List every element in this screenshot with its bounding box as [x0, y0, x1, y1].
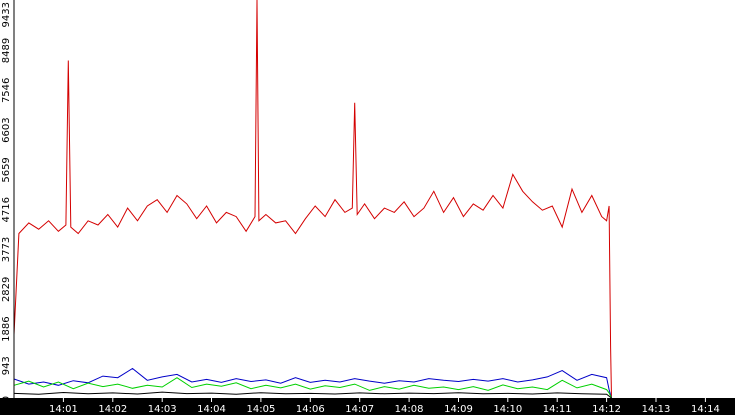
series-line-2 — [13, 367, 612, 399]
series-layer — [13, 0, 612, 399]
series-line-3 — [13, 377, 612, 399]
x-tick-label: 14:09 — [444, 404, 473, 415]
y-tick-label: 7546 — [1, 78, 12, 103]
y-tick-label: 0 — [1, 396, 12, 402]
y-tick-label: 5659 — [1, 157, 12, 182]
x-tick-label: 14:05 — [246, 404, 275, 415]
x-tick-label: 14:14 — [691, 404, 720, 415]
series-line-1 — [13, 0, 612, 399]
x-tick-label: 14:03 — [148, 404, 177, 415]
x-tick-label: 14:06 — [296, 404, 325, 415]
x-tick-label: 14:11 — [543, 404, 572, 415]
y-tick-label: 2829 — [1, 277, 12, 302]
y-tick-label: 4716 — [1, 197, 12, 222]
axis-layer: 0 943 1886 2829 3773 4716 5659 6603 7546 8489 9433… — [1, 0, 720, 415]
x-tick-label: 14:07 — [345, 404, 374, 415]
x-axis-band — [0, 398, 735, 415]
y-tick-label: 943 — [1, 356, 12, 375]
y-tick-label: 3773 — [1, 237, 12, 262]
series-line-4 — [13, 391, 612, 399]
x-tick-label: 14:10 — [493, 404, 522, 415]
y-tick-label: 1886 — [1, 316, 12, 341]
y-tick-label: 8489 — [1, 38, 12, 63]
y-tick-label: 6603 — [1, 117, 12, 142]
x-tick-label: 14:08 — [395, 404, 424, 415]
x-tick-label: 14:02 — [98, 404, 127, 415]
y-tick-label: 9433 — [1, 2, 12, 27]
x-tick-label: 14:13 — [642, 404, 671, 415]
x-tick-label: 14:04 — [197, 404, 226, 415]
x-tick-label: 14:01 — [49, 404, 78, 415]
x-tick-label: 14:12 — [592, 404, 621, 415]
